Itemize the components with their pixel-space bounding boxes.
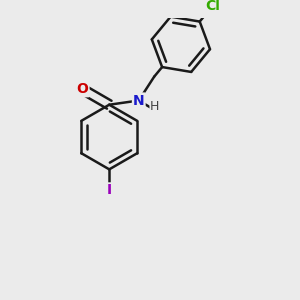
Text: Cl: Cl xyxy=(205,0,220,14)
Text: H: H xyxy=(150,100,160,113)
Text: O: O xyxy=(76,82,88,96)
Text: I: I xyxy=(107,183,112,197)
Text: N: N xyxy=(133,94,145,107)
